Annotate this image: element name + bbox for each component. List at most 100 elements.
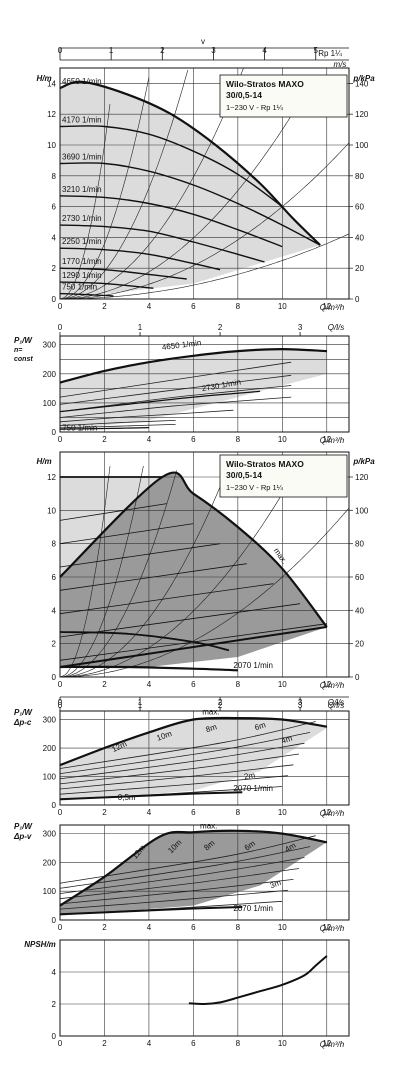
plot-frame [59, 710, 350, 806]
curve-label: 0,5m [118, 793, 136, 802]
y-tick-label: 8 [52, 172, 57, 181]
min-speed-power-curve [59, 791, 243, 801]
y2-tick-label: 20 [355, 264, 364, 273]
x-tick-label: 2 [102, 808, 107, 817]
y2-tick-label: 120 [355, 473, 369, 482]
info-box [219, 74, 348, 118]
x-tick-label: 2 [102, 923, 107, 932]
y-tick-label: 300 [43, 341, 57, 350]
speed-label: 1290 1/min [62, 271, 102, 280]
speed-curve [59, 281, 154, 289]
y2-tick-label: 100 [355, 141, 369, 150]
speed-curve [59, 247, 221, 271]
curve-label: 8m [205, 722, 219, 734]
speed-curve [59, 125, 283, 208]
x-tick-label: 0 [58, 680, 63, 689]
panel-npsh: 0 2 4 6 8 10 12 0 2 4 NPSH/m Q/m³/h [24, 939, 350, 1049]
system-curve [60, 233, 350, 300]
min-curve [59, 631, 230, 652]
x2-tick-label: 0 [58, 698, 63, 707]
x-tick-label: 8 [236, 1039, 241, 1048]
system-curve [59, 507, 350, 678]
x-tick-label: 6 [191, 1039, 196, 1048]
x-axis-title: Q/m³/h [320, 303, 345, 312]
panel-hq_constant_speed: 0 2 4 6 8 10 120246810121402040608010012014046… [36, 67, 375, 312]
min-speed-curve [59, 665, 238, 672]
x-tick-label: 0 [58, 923, 63, 932]
y2-tick-label: 120 [355, 110, 369, 119]
x2-axis-title: Q/l/s [328, 701, 344, 710]
speed-label: 2730 1/min [62, 214, 102, 223]
x2-tick-label: 2 [218, 701, 223, 710]
curve-label: 2070 1/min [233, 904, 273, 913]
speed-power-curve [59, 374, 292, 405]
x-tick-label: 8 [236, 808, 241, 817]
head-setpoint-curve [59, 775, 288, 795]
x-tick-label: 4 [147, 808, 152, 817]
head-setpoint-curve [59, 732, 311, 775]
x-tick-label: 12 [322, 923, 331, 932]
curve-label: max. [202, 707, 219, 716]
system-curve [59, 77, 150, 300]
velocity-tick-label: 0 [58, 46, 63, 55]
x2-tick-label: 3 [298, 701, 303, 710]
velocity-tick-label: 4 [262, 46, 267, 55]
y2-tick-label: 0 [355, 295, 360, 304]
speed-curve [59, 267, 187, 280]
power-curve [59, 427, 149, 430]
x-tick-label: 6 [191, 923, 196, 932]
x-tick-label: 6 [191, 435, 196, 444]
head-setpoint-curve [59, 753, 300, 785]
system-curve [59, 69, 189, 300]
system-curve [59, 466, 144, 678]
min-speed-label: 2070 1/min [233, 661, 273, 670]
control-line [59, 603, 301, 638]
speed-curve [59, 80, 321, 246]
y-axis-title: NPSH/m [24, 940, 56, 949]
y-tick-label: 2 [52, 264, 57, 273]
y2-tick-label: 20 [355, 640, 364, 649]
x2-tick-label: 0 [58, 701, 63, 710]
control-line [59, 523, 194, 545]
y-axis-title-2: n= [14, 347, 22, 354]
speed-power-curve [59, 420, 176, 426]
curve-label: 750 1/min [62, 423, 97, 432]
x-axis-title: Q/m³/h [320, 924, 345, 933]
y-tick-label: 6 [52, 573, 57, 582]
y-tick-label: 8 [52, 540, 57, 549]
y-axis-title: P₁/W [14, 708, 33, 717]
info-box-supply: 1~230 V - Rp 1¼ [226, 103, 284, 112]
y2-tick-label: 60 [355, 573, 364, 582]
x-tick-label: 2 [102, 302, 107, 311]
x-tick-label: 6 [191, 808, 196, 817]
velocity-tick-label: 5 [314, 46, 319, 55]
y2-tick-label: 80 [355, 540, 364, 549]
system-curve [59, 455, 305, 678]
speed-power-curve [59, 385, 292, 412]
y-axis-title: P₁/W [14, 336, 33, 345]
head-setpoint-curve [59, 889, 288, 910]
x-tick-label: 0 [58, 435, 63, 444]
speed-label: 750 1/min [62, 283, 97, 292]
y2-axis-title: p/kPa [352, 457, 375, 466]
x-tick-label: 12 [322, 302, 331, 311]
x-tick-label: 12 [322, 1039, 331, 1048]
y-tick-label: 0 [52, 801, 57, 810]
curve-label: 6m [253, 720, 267, 732]
x-tick-label: 0 [58, 1039, 63, 1048]
info-box-title: Wilo-Stratos MAXO [226, 79, 304, 89]
max-power-curve [59, 716, 327, 767]
y-tick-label: 300 [43, 716, 57, 725]
panel-hq_control_mode: 0 2 4 6 8 10 12024681012020406080100120max.207… [36, 451, 375, 710]
y-tick-label: 0 [52, 673, 57, 682]
y-tick-label: 100 [43, 887, 57, 896]
x-tick-label: 4 [147, 680, 152, 689]
y-tick-label: 100 [43, 399, 57, 408]
control-line [59, 543, 221, 568]
x-tick-label: 10 [278, 435, 287, 444]
x2-tick-label: 0 [58, 323, 63, 332]
speed-curve [59, 162, 321, 246]
head-setpoint-curve [59, 835, 316, 884]
x-axis-title: Q/m³/h [320, 1040, 345, 1049]
